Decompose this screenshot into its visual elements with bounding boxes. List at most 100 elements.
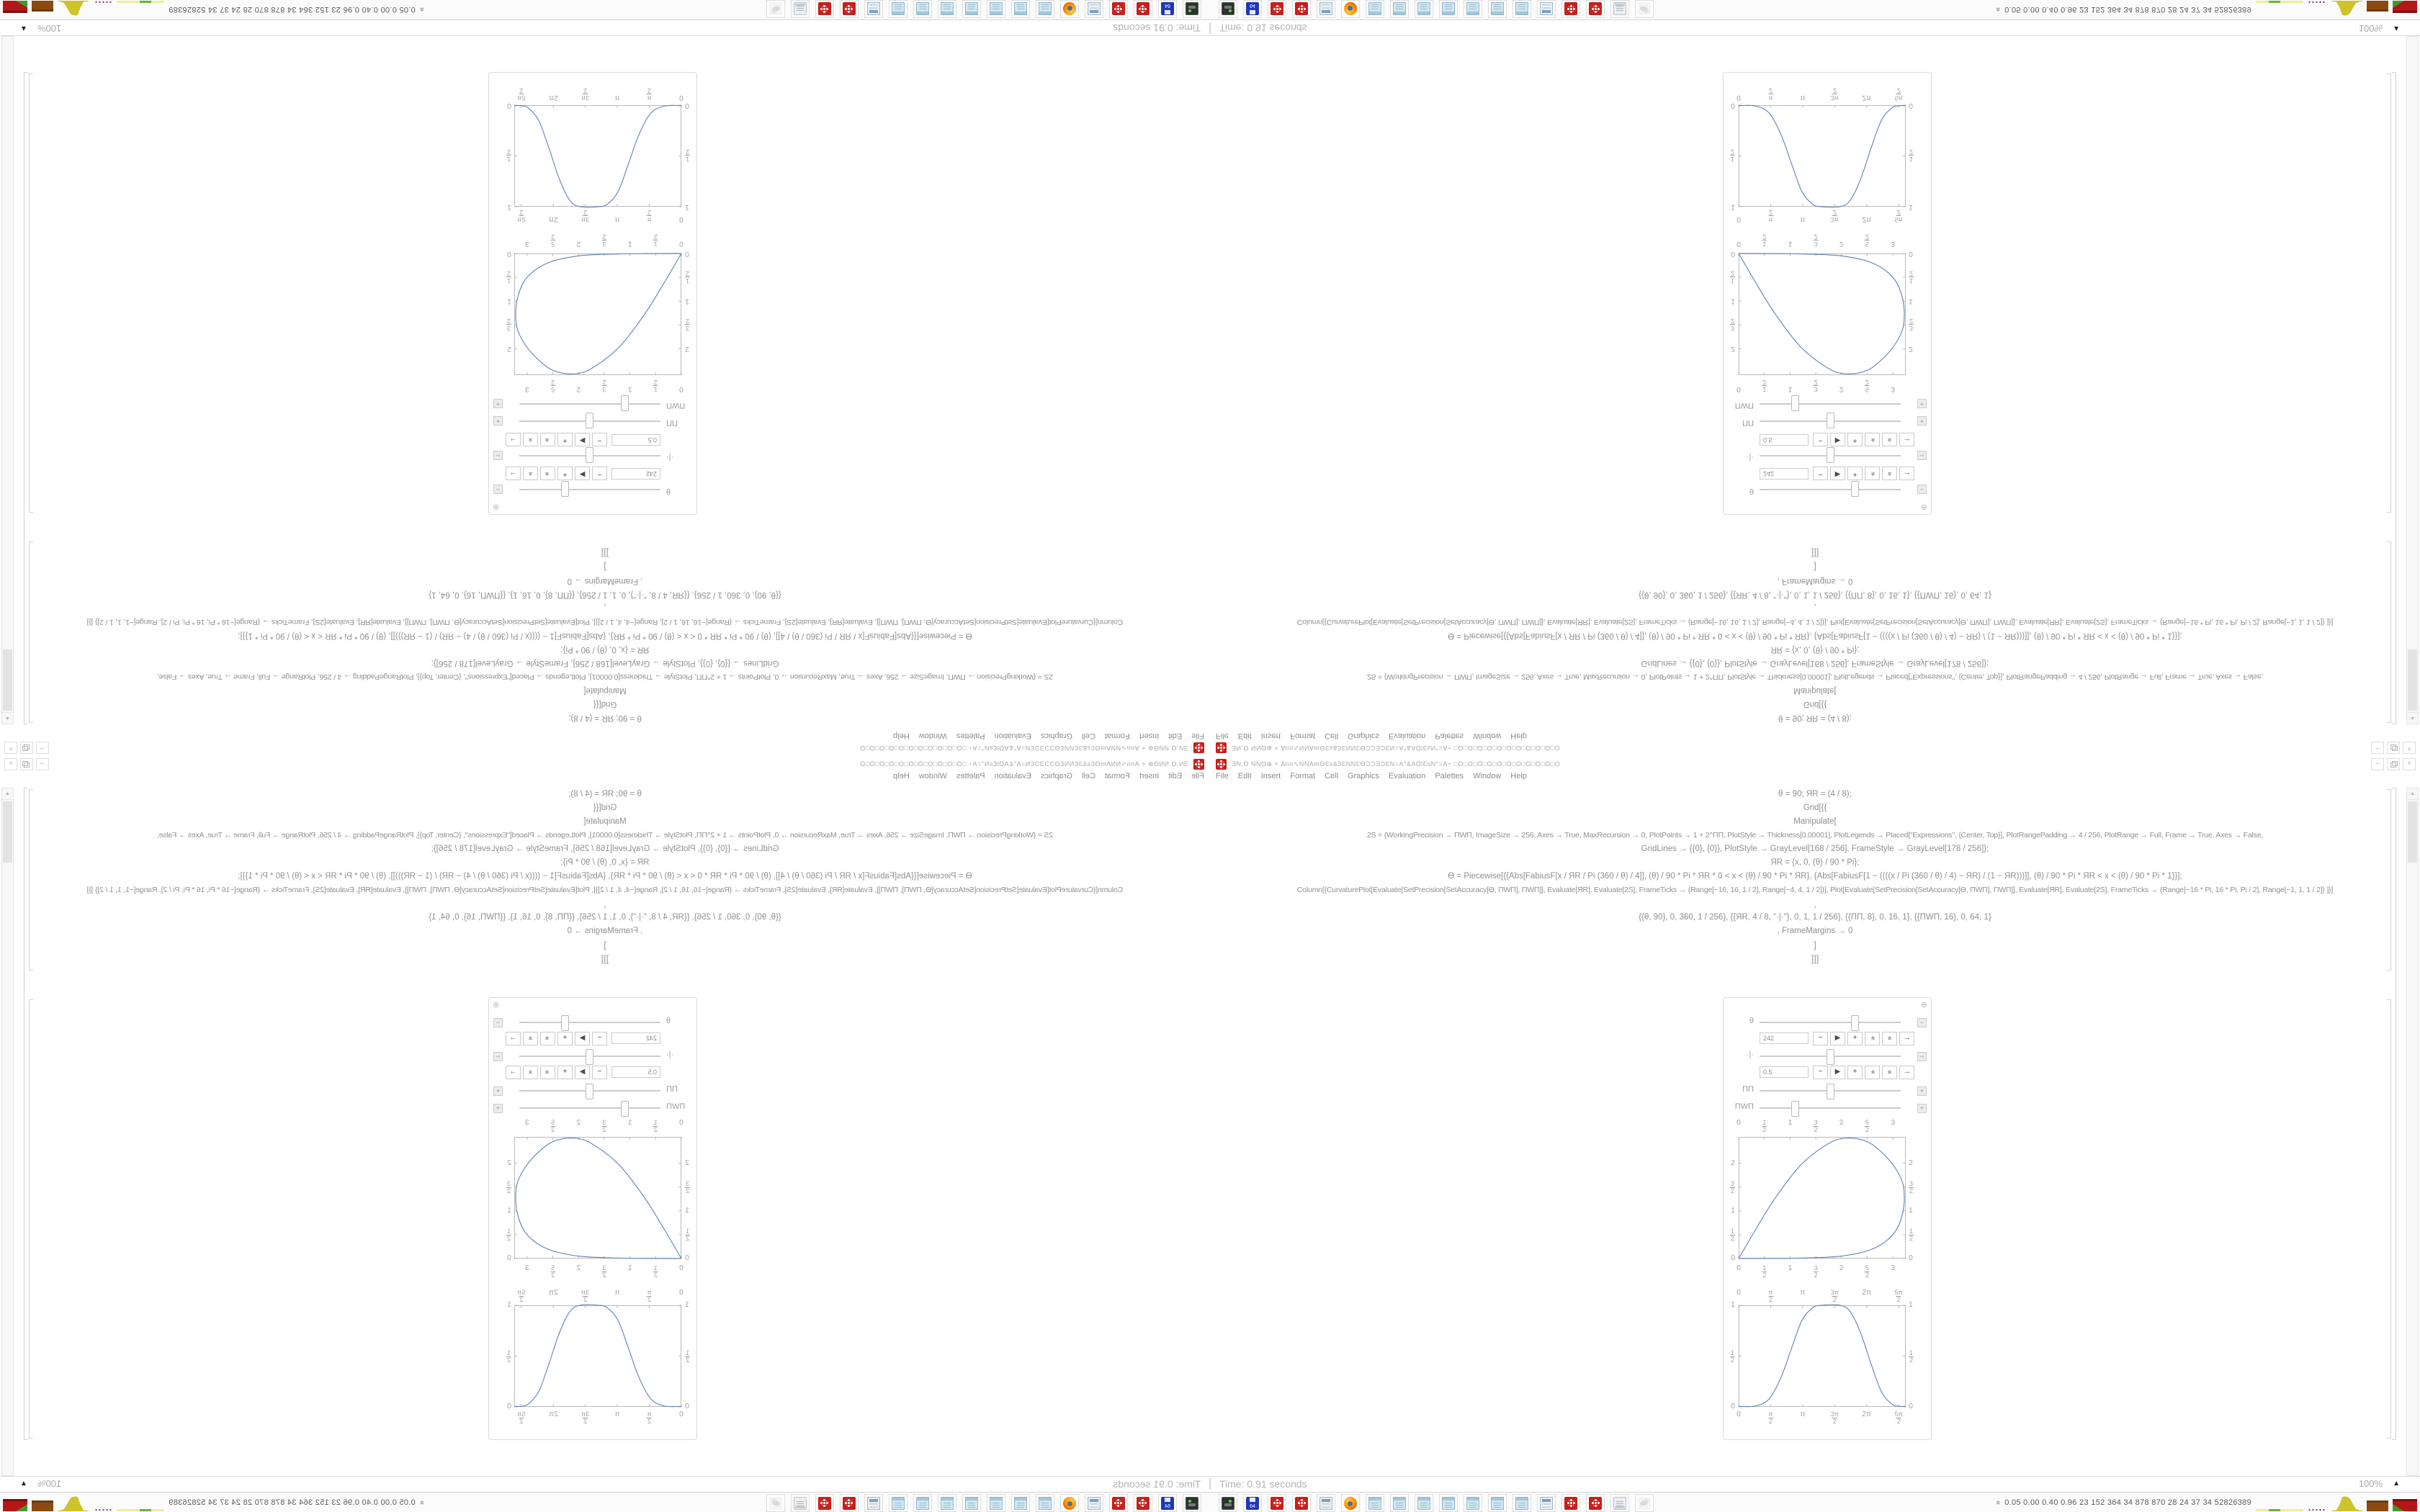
animator-value-field[interactable]: 242 (611, 468, 660, 480)
taskbar-button-calculator[interactable] (1537, 0, 1556, 18)
slider-track[interactable] (1760, 447, 1901, 463)
menu-item-cell[interactable]: Cell (1081, 772, 1095, 780)
slider-handle[interactable] (1791, 1101, 1799, 1117)
play-button[interactable]: ▶ (575, 1066, 590, 1079)
magnification-label[interactable]: 100% (2358, 1478, 2383, 1489)
increment-button[interactable]: + (557, 1032, 573, 1045)
taskbar-button-scroll[interactable] (1610, 1494, 1629, 1512)
increment-button[interactable]: + (1847, 1032, 1863, 1045)
mathematica-app-icon[interactable] (1216, 759, 1227, 770)
taskbar-button-notepad[interactable] (913, 1494, 932, 1512)
cell-bracket-group[interactable] (2392, 788, 2396, 1440)
menu-item-edit[interactable]: Edit (1168, 732, 1183, 740)
menu-item-insert[interactable]: Insert (1139, 772, 1160, 780)
slider-handle[interactable] (586, 447, 593, 463)
slider-handle[interactable] (1850, 1015, 1859, 1031)
decrement-button[interactable]: − (1813, 467, 1828, 480)
slider-toggle-button[interactable]: − (493, 1052, 503, 1061)
slider-toggle-button[interactable]: + (493, 399, 503, 408)
direction-button[interactable]: → (1899, 467, 1914, 480)
slower-button[interactable]: » (1882, 433, 1897, 446)
taskbar-button-notepad[interactable] (938, 0, 956, 18)
slider-handle[interactable] (1827, 1049, 1834, 1065)
menu-item-format[interactable]: Format (1290, 732, 1316, 740)
slider-track[interactable] (1760, 1084, 1901, 1099)
cell-bracket-group[interactable] (24, 788, 28, 1440)
tray-chevron-icon[interactable]: « (417, 1500, 426, 1506)
taskbar-button-scroll[interactable] (791, 1494, 810, 1512)
slider-track[interactable] (1760, 1049, 1901, 1065)
cell-bracket-output[interactable] (29, 999, 33, 1439)
decrement-button[interactable]: − (592, 467, 607, 480)
faster-button[interactable]: « (540, 467, 555, 480)
taskbar-button-mathematica[interactable] (1134, 1494, 1152, 1512)
manipulate-options-icon[interactable]: ⊕ (1920, 1001, 1927, 1009)
taskbar-button-notepad[interactable] (913, 0, 932, 18)
decrement-button[interactable]: − (592, 1032, 607, 1045)
menu-item-help[interactable]: Help (893, 732, 910, 740)
taskbar-button-notepad[interactable] (987, 1494, 1005, 1512)
slower-button[interactable]: » (523, 467, 538, 480)
tray-chevron-icon[interactable]: « (1994, 6, 2003, 12)
taskbar-button-notepad[interactable] (987, 0, 1005, 18)
slider-track[interactable] (519, 413, 660, 428)
slower-button[interactable]: » (1882, 1032, 1897, 1045)
menu-item-cell[interactable]: Cell (1325, 732, 1339, 740)
taskbar-button-mathematica[interactable] (815, 0, 834, 18)
scrollbar-up-arrow[interactable]: ▲ (2407, 788, 2418, 800)
menu-item-cell[interactable]: Cell (1325, 772, 1339, 780)
load-graph-icon[interactable] (2331, 1, 2362, 16)
taskbar-button-floppy-64[interactable] (1243, 1494, 1262, 1512)
taskbar-button-notepad[interactable] (1512, 0, 1531, 18)
slider-track[interactable] (519, 1015, 660, 1031)
slider-toggle-button[interactable]: − (1917, 485, 1927, 494)
menu-item-palettes[interactable]: Palettes (1435, 772, 1464, 780)
play-button[interactable]: ▶ (575, 433, 590, 446)
menu-item-edit[interactable]: Edit (1168, 772, 1183, 780)
taskbar-button-notepad[interactable] (1464, 1494, 1482, 1512)
taskbar-button-mathematica[interactable] (1586, 0, 1605, 18)
scrollbar-up-arrow[interactable]: ▲ (2, 712, 13, 724)
minimize-button[interactable]: – (2371, 758, 2384, 770)
cell-bracket-output[interactable] (29, 73, 33, 513)
slider-track[interactable] (519, 481, 660, 497)
slider-handle[interactable] (1827, 447, 1834, 463)
faster-button[interactable]: « (1865, 467, 1880, 480)
taskbar-button-audio-device[interactable] (1183, 1494, 1201, 1512)
direction-button[interactable]: → (1899, 1032, 1914, 1045)
play-button[interactable]: ▶ (1830, 1066, 1845, 1079)
slider-track[interactable] (519, 1049, 660, 1065)
menu-item-evaluation[interactable]: Evaluation (1389, 772, 1426, 780)
taskbar-button-notepad[interactable] (1439, 1494, 1458, 1512)
slider-toggle-button[interactable]: + (493, 416, 503, 426)
menu-item-evaluation[interactable]: Evaluation (1389, 732, 1426, 740)
taskbar-button-dove[interactable] (1635, 0, 1654, 18)
taskbar-button-audio-device[interactable] (1219, 0, 1237, 18)
menu-item-window[interactable]: Window (918, 732, 947, 740)
close-button[interactable]: × (2403, 742, 2416, 754)
slider-toggle-button[interactable]: + (1917, 416, 1927, 426)
taskbar-button-notepad[interactable] (1036, 0, 1054, 18)
taskbar-button-notepad[interactable] (1488, 1494, 1507, 1512)
taskbar-button-notepad[interactable] (1415, 1494, 1433, 1512)
menu-item-evaluation[interactable]: Evaluation (994, 732, 1031, 740)
slider-handle[interactable] (586, 1049, 593, 1065)
slider-track[interactable] (1760, 1101, 1901, 1117)
taskbar-button-notepad[interactable] (1439, 0, 1458, 18)
manipulate-options-icon[interactable]: ⊕ (493, 503, 500, 511)
slider-toggle-button[interactable]: + (1917, 1086, 1927, 1096)
scrollbar-up-arrow[interactable]: ▲ (2407, 712, 2418, 724)
slider-toggle-button[interactable]: − (493, 485, 503, 494)
taskbar-button-floppy-64[interactable] (1158, 1494, 1177, 1512)
slider-toggle-button[interactable]: + (1917, 1104, 1927, 1113)
decrement-button[interactable]: − (1813, 1032, 1828, 1045)
cell-bracket-code[interactable] (29, 789, 33, 971)
play-button[interactable]: ▶ (1830, 1032, 1845, 1045)
taskbar-button-calculator[interactable] (1085, 0, 1103, 18)
taskbar-button-mathematica[interactable] (1268, 0, 1286, 18)
animator-value-field[interactable]: 0.5 (1760, 1066, 1809, 1078)
manipulate-options-icon[interactable]: ⊕ (1920, 503, 1927, 511)
taskbar-button-floppy-64[interactable] (1243, 0, 1262, 18)
taskbar-button-dove[interactable] (766, 1494, 785, 1512)
taskbar-button-floppy-64[interactable] (1158, 0, 1177, 18)
